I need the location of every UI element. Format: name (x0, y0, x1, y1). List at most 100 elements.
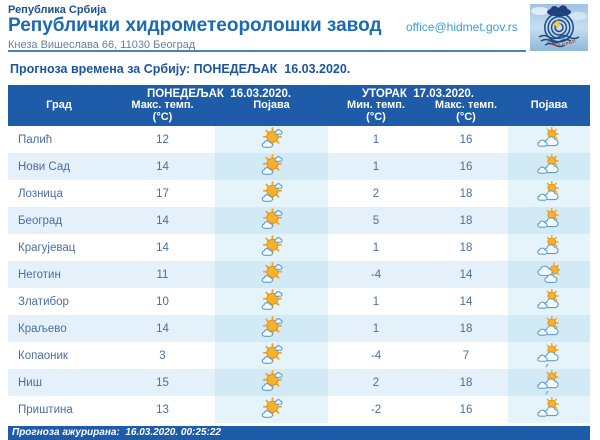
mon-max-cell: 11 (156, 268, 169, 281)
mon-max-cell: 13 (156, 403, 169, 416)
sun-clouds-icon (257, 343, 287, 369)
page-header: Република Србија Републички хидрометеоро… (8, 3, 590, 55)
tue-min-column-header: Мин. темп. (°C) (328, 99, 424, 127)
table-row: Крагујевац 14 1 18 (8, 234, 590, 262)
mon-weather-cell (215, 315, 328, 343)
clouds-sun-icon (534, 289, 564, 315)
clouds-sun-icon (534, 154, 564, 180)
mon-max-cell: 15 (156, 376, 169, 389)
table-row: Неготин 11 -4 14 (8, 261, 590, 289)
forecast-updated-bar: Прогноза ажурирана: 16.03.2020. 00:25:22 (8, 426, 590, 440)
tue-weather-cell (508, 261, 590, 289)
mon-phenomenon-column-header: Појава (215, 99, 328, 127)
tue-min-cell: 2 (372, 187, 380, 200)
org-identity-block: Република Србија Републички хидрометеоро… (8, 3, 526, 52)
tue-min-cell: 2 (372, 376, 380, 389)
table-row: Краљево 14 1 18 (8, 315, 590, 343)
table-row: Приштина 13 -2 16 (8, 396, 590, 424)
mon-weather-cell (215, 369, 328, 397)
mon-max-cell: 14 (156, 214, 169, 227)
mon-weather-cell (215, 234, 328, 262)
tue-min-cell: 1 (372, 322, 380, 335)
city-cell: Крагујевац (18, 241, 76, 254)
tue-max-cell: 18 (459, 187, 473, 200)
day-header-spacer (508, 85, 590, 100)
tue-min-cell: 1 (372, 295, 380, 308)
mon-max-cell: 17 (156, 187, 169, 200)
column-header-row: Град Макс. темп. (°C) Појава Мин. темп. … (8, 99, 590, 127)
mon-max-column-header: Макс. темп. (°C) (110, 99, 215, 127)
table-row: Београд 14 5 18 (8, 207, 590, 235)
city-cell: Копаоник (18, 349, 68, 362)
tue-max-cell: 14 (459, 295, 473, 308)
table-row: Златибор 10 1 14 (8, 288, 590, 316)
tue-weather-cell (508, 369, 590, 397)
table-row: Палић 12 1 16 (8, 126, 590, 154)
city-cell: Краљево (18, 322, 67, 335)
org-title: Републички хидрометеоролошки завод (8, 15, 382, 36)
tue-weather-cell (508, 396, 590, 424)
clouds-sun-icon (534, 316, 564, 342)
tue-max-cell: 18 (459, 214, 473, 227)
mostly-cloudy-sun-icon (534, 262, 564, 288)
sun-clouds-icon (257, 181, 287, 207)
sun-clouds-icon (257, 262, 287, 288)
tue-max-cell: 18 (459, 241, 473, 254)
city-cell: Златибор (18, 295, 69, 308)
sun-clouds-icon (257, 289, 287, 315)
tue-weather-cell (508, 288, 590, 316)
city-cell: Београд (18, 214, 63, 227)
tue-min-cell: -4 (370, 349, 382, 362)
sun-clouds-icon (257, 397, 287, 423)
tuesday-header: УТОРАК 17.03.2020. (328, 85, 508, 100)
tue-min-cell: 5 (372, 214, 380, 227)
org-email-link[interactable]: office@hidmet.gov.rs (406, 20, 518, 34)
mon-max-cell: 14 (156, 322, 169, 335)
tue-phenomenon-column-header: Појава (508, 99, 590, 127)
clouds-sun-icon (534, 127, 564, 153)
sun-clouds-icon (257, 127, 287, 153)
tue-max-cell: 16 (459, 133, 473, 146)
mon-weather-cell (215, 261, 328, 289)
page-title: Прогноза времена за Србију: ПОНЕДЕЉАК 16… (10, 62, 351, 76)
sun-clouds-icon (257, 370, 287, 396)
tue-max-cell: 16 (459, 160, 473, 173)
city-cell: Ниш (18, 376, 42, 389)
country-label: Република Србија (8, 4, 107, 16)
tue-min-cell: -2 (370, 403, 382, 416)
org-address: Кнеза Вишеслава 66, 11030 Београд (8, 38, 196, 51)
tue-weather-cell (508, 126, 590, 154)
city-column-header: Град (8, 99, 110, 127)
clouds-sun-drizzle-icon (534, 343, 564, 369)
tue-min-cell: 1 (372, 241, 380, 254)
mon-weather-cell (215, 288, 328, 316)
sun-clouds-icon (257, 208, 287, 234)
unit-label: (°C) (366, 110, 386, 123)
city-cell: Приштина (18, 403, 73, 416)
rhmz-logo-icon: РХМЗ СРБИЈЕ (530, 4, 588, 51)
tue-min-cell: -4 (370, 268, 382, 281)
tue-max-cell: 14 (459, 268, 473, 281)
clouds-sun-drizzle-icon (534, 370, 564, 396)
unit-label: (°C) (152, 110, 173, 123)
tue-weather-cell (508, 180, 590, 208)
mon-weather-cell (215, 180, 328, 208)
sun-clouds-icon (257, 235, 287, 261)
tue-min-cell: 1 (372, 133, 380, 146)
clouds-sun-icon (534, 235, 564, 261)
day-header-row: ПОНЕДЕЉАК 16.03.2020. УТОРАК 17.03.2020. (8, 85, 590, 100)
tue-max-cell: 18 (459, 322, 473, 335)
tue-max-cell: 7 (462, 349, 470, 362)
tue-weather-cell (508, 315, 590, 343)
table-row: Лозница 17 2 18 (8, 180, 590, 208)
mon-max-cell: 14 (156, 160, 169, 173)
clouds-sun-icon (534, 208, 564, 234)
sun-clouds-icon (257, 154, 287, 180)
tue-weather-cell (508, 207, 590, 235)
mon-weather-cell (215, 153, 328, 181)
tue-max-column-header: Макс. темп. (°C) (424, 99, 508, 127)
mon-max-cell: 3 (159, 349, 166, 362)
unit-label: (°C) (456, 110, 476, 123)
mon-max-cell: 14 (156, 241, 169, 254)
tue-weather-cell (508, 342, 590, 370)
